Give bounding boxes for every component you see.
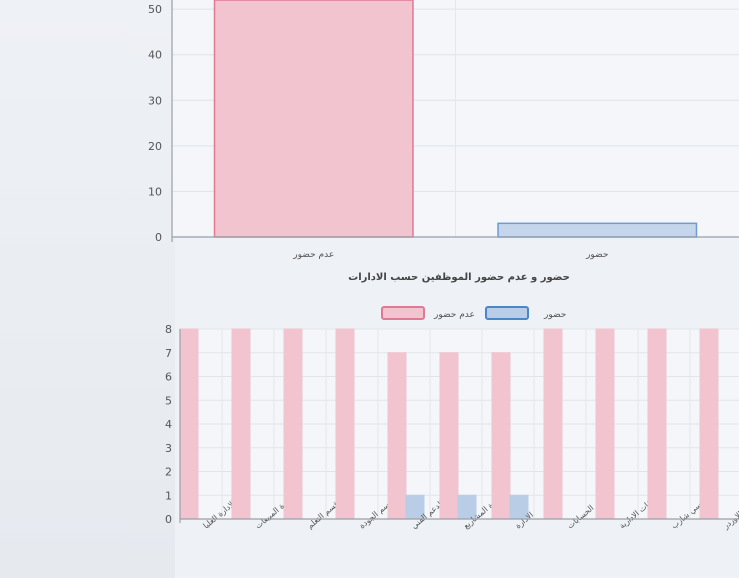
- chart1-y-tick-label: 30: [148, 94, 162, 107]
- chart2-y-tick-label: 3: [165, 442, 172, 455]
- chart2-bar-absent: [231, 328, 251, 520]
- chart2-bar-absent: [543, 328, 563, 520]
- chart2-legend-label: حضور: [543, 310, 566, 320]
- chart2-y-tick-label: 6: [165, 371, 172, 384]
- chart2-bar-absent: [647, 328, 667, 520]
- chart2-y-tick-label: 7: [165, 347, 172, 360]
- chart2-y-tick-label: 5: [165, 394, 172, 407]
- chart2-legend-swatch: [485, 306, 529, 320]
- chart2-title: حضور و عدم حضور الموظفين حسب الادارات: [348, 272, 570, 283]
- chart2-bar-absent: [439, 352, 459, 520]
- chart1-y-tick-label: 0: [155, 231, 162, 244]
- chart1-y-tick-label: 40: [148, 49, 162, 62]
- chart1-x-tick-label: عدم حضور: [292, 250, 334, 260]
- chart2-bar-absent: [335, 328, 355, 520]
- chart2-bar-absent: [595, 328, 615, 520]
- chart2-bar-absent: [283, 328, 303, 520]
- chart2-y-tick-label: 4: [165, 418, 172, 431]
- page-left-background: [0, 0, 175, 578]
- chart2-legend-label: عدم حضور: [433, 310, 475, 320]
- chart1-y-tick-label: 50: [148, 3, 162, 16]
- chart2-y-tick-label: 0: [165, 513, 172, 526]
- chart2-bar-absent: [699, 328, 719, 520]
- chart2-bar-absent: [179, 328, 199, 520]
- chart2-bar-absent: [491, 352, 511, 520]
- chart2-y-tick-label: 1: [165, 489, 172, 502]
- chart1-bar: [497, 222, 698, 238]
- chart1-bar: [213, 0, 414, 238]
- chart1-x-tick-label: حضور: [585, 250, 608, 260]
- chart2-legend-swatch: [381, 306, 425, 320]
- chart2-bar-absent: [387, 352, 407, 520]
- chart1-y-tick-label: 10: [148, 185, 162, 198]
- chart2-y-tick-label: 2: [165, 466, 172, 479]
- chart2-y-tick-label: 8: [165, 323, 172, 336]
- chart1-y-tick-label: 20: [148, 140, 162, 153]
